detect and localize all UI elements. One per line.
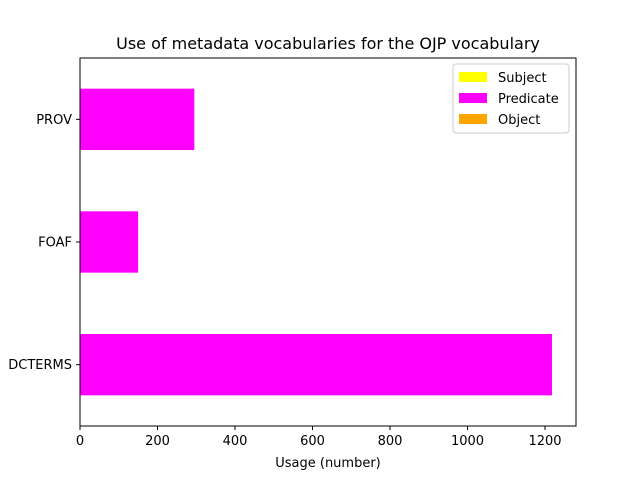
bar-dcterms-predicate <box>80 334 552 396</box>
x-axis-label: Usage (number) <box>275 456 381 471</box>
plot-area: DCTERMS FOAF PROV 0 200 400 600 800 1000 1200 <box>8 57 577 449</box>
y-tick-label: PROV <box>36 113 72 128</box>
y-tick-label: FOAF <box>38 236 72 251</box>
x-tick-label: 200 <box>145 434 170 449</box>
chart-title: Use of metadata vocabularies for the OJP… <box>116 34 540 53</box>
x-tick-label: 0 <box>76 434 84 449</box>
legend-swatch-object <box>459 114 487 124</box>
legend-swatch-subject <box>459 72 487 82</box>
y-tick-label: DCTERMS <box>8 358 72 373</box>
legend-swatch-predicate <box>459 93 487 103</box>
x-tick-label: 800 <box>378 434 403 449</box>
legend: Subject Predicate Object <box>452 63 570 134</box>
legend-label-subject: Subject <box>498 71 547 86</box>
x-tick-label: 400 <box>223 434 248 449</box>
x-tick-label: 1000 <box>451 434 484 449</box>
x-tick-label: 1200 <box>528 434 561 449</box>
legend-label-object: Object <box>498 113 540 128</box>
bar-prov-predicate <box>80 88 195 150</box>
plot-frame <box>79 57 577 427</box>
bar-foaf-predicate <box>80 211 139 273</box>
legend-label-predicate: Predicate <box>498 92 559 107</box>
x-tick-label: 600 <box>300 434 325 449</box>
